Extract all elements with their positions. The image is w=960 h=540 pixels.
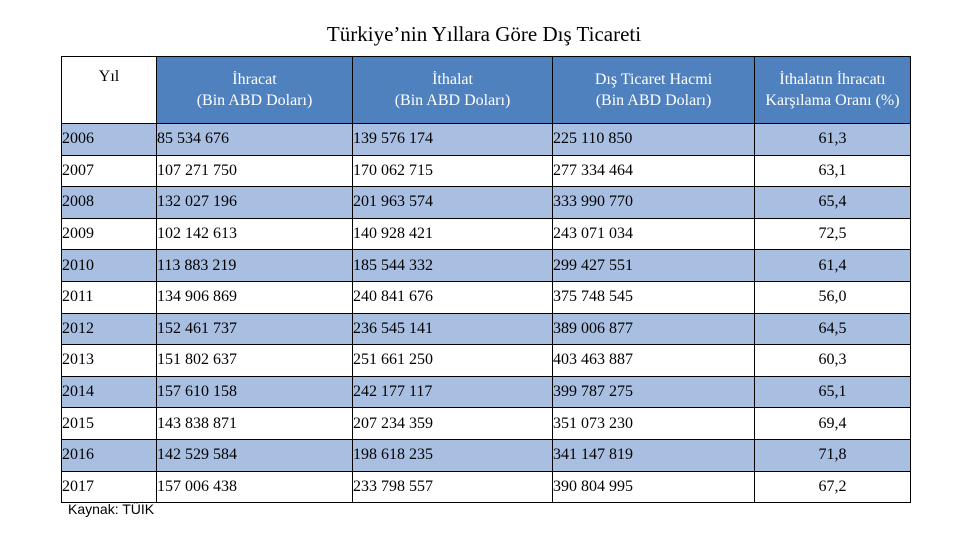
cell-ratio: 65,1 xyxy=(754,375,911,409)
table-row: 2012 152 461 737 236 545 141 389 006 877 64,… xyxy=(61,312,911,346)
cell-export: 157 610 158 xyxy=(156,375,353,409)
cell-year: 2016 xyxy=(61,438,157,472)
table-row: 2007 107 271 750 170 062 715 277 334 464 63,… xyxy=(61,154,911,188)
table-row: 2013 151 802 637 251 661 250 403 463 887 60,… xyxy=(61,344,911,377)
cell-volume: 341 147 819 xyxy=(552,438,755,472)
cell-export: 85 534 676 xyxy=(156,123,353,156)
cell-volume: 390 804 995 xyxy=(552,470,755,504)
header-export: İhracat (Bin ABD Doları) xyxy=(156,56,353,124)
cell-ratio: 72,5 xyxy=(754,217,911,251)
cell-export: 143 838 871 xyxy=(156,407,353,440)
cell-export: 142 529 584 xyxy=(156,438,353,472)
table-body: 2006 85 534 676 139 576 174 225 110 850 61,3… xyxy=(61,123,911,504)
cell-import: 240 841 676 xyxy=(352,280,553,314)
header-year: Yıl xyxy=(61,56,157,124)
cell-volume: 399 787 275 xyxy=(552,375,755,409)
cell-volume: 333 990 770 xyxy=(552,186,755,219)
cell-year: 2009 xyxy=(61,217,157,251)
cell-ratio: 65,4 xyxy=(754,186,911,219)
cell-volume: 389 006 877 xyxy=(552,312,755,346)
cell-import: 139 576 174 xyxy=(352,123,553,156)
cell-year: 2013 xyxy=(61,344,157,377)
page-title: Türkiye’nin Yıllara Göre Dış Ticareti xyxy=(326,22,642,46)
cell-volume: 277 334 464 xyxy=(552,154,755,188)
cell-volume: 375 748 545 xyxy=(552,280,755,314)
cell-ratio: 61,4 xyxy=(754,249,911,282)
cell-year: 2006 xyxy=(61,123,157,156)
cell-volume: 243 071 034 xyxy=(552,217,755,251)
cell-export: 134 906 869 xyxy=(156,280,353,314)
cell-export: 107 271 750 xyxy=(156,154,353,188)
cell-import: 236 545 141 xyxy=(352,312,553,346)
cell-volume: 403 463 887 xyxy=(552,344,755,377)
table-row: 2008 132 027 196 201 963 574 333 990 770 65,… xyxy=(61,186,911,219)
cell-volume: 299 427 551 xyxy=(552,249,755,282)
cell-ratio: 69,4 xyxy=(754,407,911,440)
cell-year: 2014 xyxy=(61,375,157,409)
cell-import: 198 618 235 xyxy=(352,438,553,472)
cell-ratio: 71,8 xyxy=(754,438,911,472)
table-row: 2015 143 838 871 207 234 359 351 073 230 69,… xyxy=(61,407,911,440)
trade-table: Yıl İhracat (Bin ABD Doları) İthalat (Bin … xyxy=(61,56,911,504)
header-volume: Dış Ticaret Hacmi (Bin ABD Doları) xyxy=(552,56,755,124)
cell-import: 140 928 421 xyxy=(352,217,553,251)
cell-year: 2008 xyxy=(61,186,157,219)
cell-import: 170 062 715 xyxy=(352,154,553,188)
table-row: 2009 102 142 613 140 928 421 243 071 034 72,… xyxy=(61,217,911,251)
source-note: Kaynak: TÜİK xyxy=(68,501,155,517)
cell-import: 185 544 332 xyxy=(352,249,553,282)
table-row: 2017 157 006 438 233 798 557 390 804 995 67,… xyxy=(61,470,911,504)
cell-year: 2017 xyxy=(61,470,157,504)
cell-ratio: 56,0 xyxy=(754,280,911,314)
cell-import: 242 177 117 xyxy=(352,375,553,409)
cell-export: 157 006 438 xyxy=(156,470,353,504)
cell-export: 102 142 613 xyxy=(156,217,353,251)
cell-ratio: 61,3 xyxy=(754,123,911,156)
header-import: İthalat (Bin ABD Doları) xyxy=(352,56,553,124)
cell-import: 207 234 359 xyxy=(352,407,553,440)
cell-ratio: 67,2 xyxy=(754,470,911,504)
cell-year: 2015 xyxy=(61,407,157,440)
table-row: 2014 157 610 158 242 177 117 399 787 275 65,… xyxy=(61,375,911,409)
cell-volume: 351 073 230 xyxy=(552,407,755,440)
cell-year: 2012 xyxy=(61,312,157,346)
table-row: 2010 113 883 219 185 544 332 299 427 551 61,… xyxy=(61,249,911,282)
header-ratio: İthalatın İhracatı Karşılama Oranı (%) xyxy=(754,56,911,124)
cell-year: 2007 xyxy=(61,154,157,188)
cell-volume: 225 110 850 xyxy=(552,123,755,156)
cell-export: 152 461 737 xyxy=(156,312,353,346)
cell-import: 201 963 574 xyxy=(352,186,553,219)
cell-ratio: 63,1 xyxy=(754,154,911,188)
table-row: 2016 142 529 584 198 618 235 341 147 819 71,… xyxy=(61,438,911,472)
table-row: 2011 134 906 869 240 841 676 375 748 545 56,… xyxy=(61,280,911,314)
cell-import: 233 798 557 xyxy=(352,470,553,504)
cell-ratio: 60,3 xyxy=(754,344,911,377)
cell-year: 2010 xyxy=(61,249,157,282)
cell-year: 2011 xyxy=(61,280,157,314)
cell-export: 151 802 637 xyxy=(156,344,353,377)
table-header: Yıl İhracat (Bin ABD Doları) İthalat (Bin … xyxy=(61,56,911,124)
cell-import: 251 661 250 xyxy=(352,344,553,377)
table-row: 2006 85 534 676 139 576 174 225 110 850 61,3 xyxy=(61,123,911,156)
cell-export: 132 027 196 xyxy=(156,186,353,219)
cell-ratio: 64,5 xyxy=(754,312,911,346)
cell-export: 113 883 219 xyxy=(156,249,353,282)
